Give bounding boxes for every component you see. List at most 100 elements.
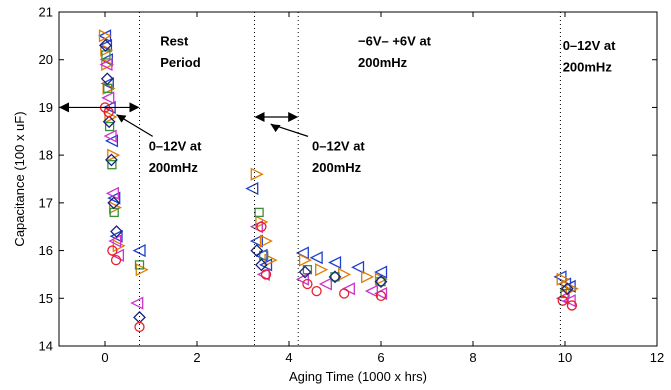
annotation-label: 0–12V at [149, 138, 202, 153]
y-tick-label: 20 [39, 52, 53, 67]
axes [58, 11, 658, 347]
y-tick-label: 17 [39, 195, 53, 210]
data-point-triangle-left [364, 284, 378, 298]
x-tick-label: 4 [285, 350, 292, 365]
arrow-head [288, 111, 299, 122]
data-point-triangle-right [298, 253, 313, 267]
annotation-label: 200mHz [312, 160, 362, 175]
x-tick-label: 8 [469, 350, 476, 365]
x-tick-label: 6 [377, 350, 384, 365]
data-point-triangle-left [562, 294, 576, 308]
annotation-label: Period [160, 55, 201, 70]
data-point-diamond [107, 196, 121, 210]
data-point-triangle-left [256, 267, 270, 281]
data-point-square [259, 250, 269, 260]
reference-lines [59, 12, 561, 346]
data-point-square [376, 276, 386, 287]
data-point-triangle-right [250, 167, 264, 181]
data-point-triangle-left [100, 77, 114, 91]
data-point-circle [107, 245, 118, 256]
y-axis-label: Capacitance (100 x uF) [12, 111, 27, 246]
data-point-diamond [374, 275, 388, 289]
data-point-triangle-left [553, 270, 567, 284]
data-point-diamond [328, 270, 342, 284]
data-point-triangle-right [104, 110, 118, 124]
data-point-triangle-left [351, 260, 365, 274]
data-point-triangle-left [103, 129, 117, 143]
data-point-triangle-right [135, 263, 149, 277]
data-point-triangle-left [109, 229, 123, 243]
data-point-diamond [102, 115, 116, 129]
data-point-square [330, 272, 340, 282]
y-tick-label: 21 [39, 5, 53, 20]
data-point-square [107, 160, 117, 170]
annotation-label: 0–12V at [563, 38, 616, 53]
data-point-diamond [100, 72, 114, 86]
data-point-diamond [560, 282, 574, 296]
data-point-circle [134, 321, 145, 333]
data-point-square [104, 121, 115, 132]
ticks: 0 2 4 6 8 10 12 14 15 16 17 18 19 20 21 [39, 5, 665, 366]
data-point-triangle-left [99, 57, 113, 72]
pointer-arrow-head [116, 114, 127, 123]
annotation-label: 200mHz [563, 60, 613, 75]
arrow-head [129, 102, 140, 113]
data-point-triangle-left [309, 251, 323, 265]
data-point-circle [566, 300, 578, 311]
data-point-triangle-left [130, 296, 144, 310]
y-tick-label: 16 [39, 243, 53, 258]
x-tick-label: 10 [558, 350, 572, 365]
y-tick-label: 15 [39, 291, 53, 306]
data-point-triangle-left [259, 258, 273, 272]
data-point-triangle-left [108, 234, 122, 248]
data-point-triangle-left [132, 244, 146, 258]
data-point-diamond [133, 310, 146, 324]
data-point-circle [110, 254, 122, 266]
data-point-diamond [254, 258, 268, 272]
data-point-diamond [298, 265, 312, 279]
data-point-triangle-right [264, 253, 278, 267]
x-tick-label: 2 [193, 350, 200, 365]
data-point-diamond [110, 225, 123, 238]
data-point-triangle-right [108, 201, 123, 215]
data-point-circle [375, 290, 387, 302]
data-point-triangle-right [565, 282, 579, 296]
data-point-diamond [99, 38, 112, 52]
y-tick-label: 19 [39, 100, 53, 115]
data-point-triangle-right [315, 263, 329, 277]
y-tick-label: 14 [39, 339, 53, 354]
data-point-triangle-right [98, 29, 112, 43]
data-point-circle [302, 278, 313, 290]
data-point-triangle-left [249, 234, 263, 248]
data-point-triangle-right [255, 215, 269, 229]
annotation-label: 0–12V at [312, 138, 365, 153]
data-point-square [560, 288, 570, 299]
data-point-triangle-right [259, 234, 273, 248]
data-point-diamond [105, 153, 118, 167]
data-point-triangle-left [104, 134, 119, 148]
data-point-triangle-left [105, 186, 119, 200]
annotation-label: 200mHz [149, 160, 199, 175]
data-point-triangle-left [328, 255, 342, 270]
data-point-circle [557, 295, 568, 306]
x-axis-label: Aging Time (1000 x hrs) [289, 369, 427, 384]
plot-frame [58, 11, 658, 347]
data-point-triangle-left [101, 91, 115, 105]
data-point-circle [339, 288, 350, 299]
annotation-label: −6V– +6V at [358, 33, 432, 48]
data-point-circle [256, 221, 267, 232]
annotation-label: Rest [160, 33, 189, 48]
data-point-triangle-right [338, 267, 352, 281]
data-point-circle [311, 285, 322, 297]
data-point-triangle-left [318, 277, 332, 291]
data-point-triangle-left [249, 220, 263, 234]
data-point-diamond [250, 244, 264, 257]
annotations: Rest Period 0–12V at 200mHz 0–12V at 200mHz −6… [149, 33, 616, 174]
data-point-triangle-left [374, 265, 388, 279]
x-tick-label: 0 [101, 350, 108, 365]
data-point-triangle-left [245, 181, 259, 196]
annotation-label: 200mHz [358, 55, 408, 70]
data-point-triangle-left [107, 191, 121, 205]
x-tick-label: 12 [650, 350, 664, 365]
